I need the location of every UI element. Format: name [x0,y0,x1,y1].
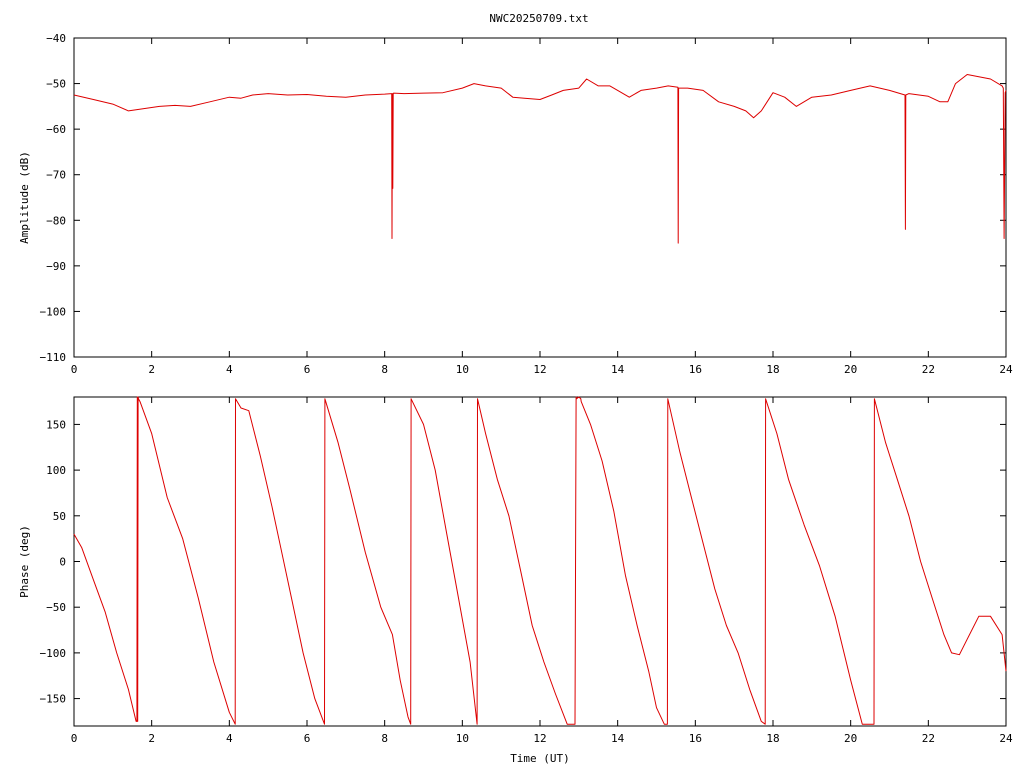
amplitude-x-tick-label: 12 [533,363,546,376]
amplitude-x-tick-label: 4 [226,363,233,376]
phase-x-tick-label: 14 [611,732,625,745]
phase-y-tick-label: −50 [46,601,66,614]
phase-x-tick-label: 22 [922,732,935,745]
amplitude-x-tick-label: 2 [148,363,155,376]
amplitude-y-tick-label: −80 [46,214,66,227]
amplitude-panel: 0 2 4 6 8 10 12 14 16 18 20 22 24−110−100−90−80−70−6… [18,32,1013,376]
amplitude-y-tick-label: −90 [46,260,66,273]
phase-y-tick-label: 150 [46,418,66,431]
phase-x-tick-label: 24 [999,732,1013,745]
phase-x-tick-label: 12 [533,732,546,745]
amplitude-x-tick-label: 0 [71,363,78,376]
phase-x-tick-label: 8 [381,732,388,745]
amplitude-x-tick-label: 24 [999,363,1013,376]
phase-x-tick-label: 20 [844,732,857,745]
phase-y-tick-label: −150 [40,693,67,706]
phase-x-tick-label: 10 [456,732,469,745]
amplitude-x-tick-label: 6 [304,363,311,376]
amplitude-x-tick-label: 14 [611,363,625,376]
phase-x-tick-label: 6 [304,732,311,745]
amplitude-x-tick-label: 20 [844,363,857,376]
amplitude-y-tick-label: −40 [46,32,66,45]
phase-y-axis-title: Phase (deg) [18,525,31,598]
amplitude-y-tick-label: −50 [46,78,66,91]
amplitude-x-tick-label: 16 [689,363,702,376]
amplitude-y-tick-label: −100 [40,305,67,318]
phase-x-tick-label: 0 [71,732,78,745]
phase-y-tick-label: 0 [59,556,66,569]
phase-x-tick-label: 2 [148,732,155,745]
chart-title: NWC20250709.txt [489,12,588,25]
phase-x-axis-title: Time (UT) [510,752,570,765]
phase-x-tick-label: 18 [766,732,779,745]
amplitude-x-tick-label: 22 [922,363,935,376]
phase-y-tick-label: 50 [53,510,66,523]
amplitude-x-tick-label: 10 [456,363,469,376]
phase-x-tick-label: 4 [226,732,233,745]
amplitude-series-line [73,74,1007,244]
phase-x-tick-label: 16 [689,732,702,745]
amplitude-y-axis-title: Amplitude (dB) [18,151,31,244]
amplitude-y-tick-label: −70 [46,169,66,182]
amplitude-x-tick-label: 8 [381,363,388,376]
amplitude-y-tick-label: −110 [40,351,67,364]
amplitude-x-tick-label: 18 [766,363,779,376]
phase-y-tick-label: −100 [40,647,67,660]
phase-series-line [73,396,1007,725]
phase-panel: 0 2 4 6 8 10 12 14 16 18 20 22 24−150−100−5005010015… [18,396,1013,765]
amplitude-y-tick-label: −60 [46,123,66,136]
phase-y-tick-label: 100 [46,464,66,477]
